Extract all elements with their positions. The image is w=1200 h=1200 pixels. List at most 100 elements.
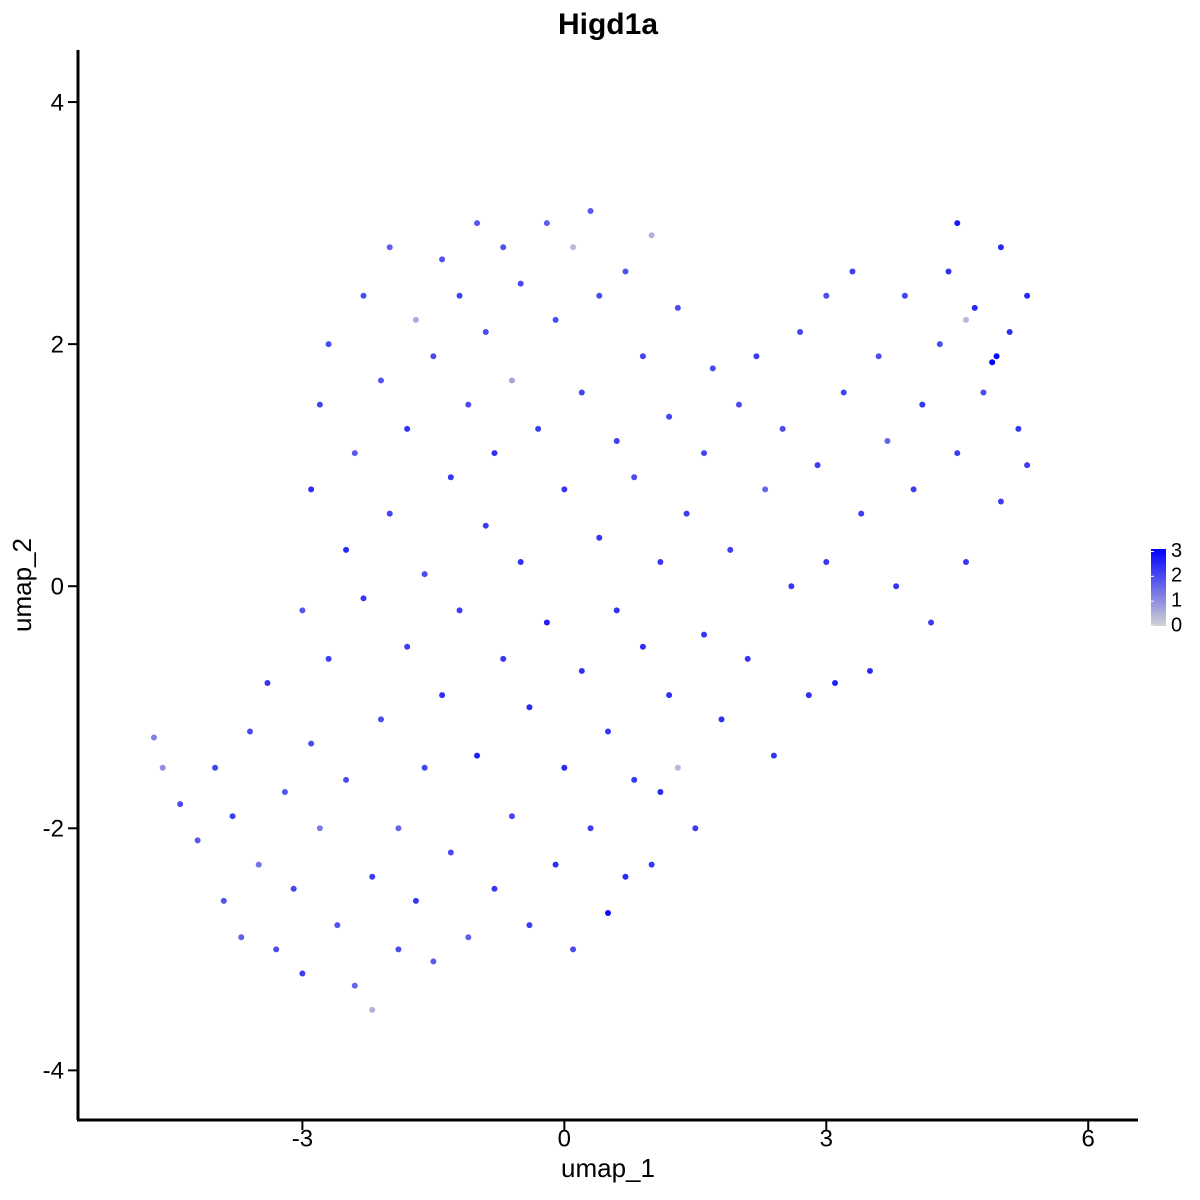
point [1015, 425, 1022, 432]
point [474, 220, 481, 227]
point [962, 559, 969, 566]
point [517, 559, 524, 566]
point [578, 667, 585, 674]
point [421, 764, 428, 771]
point [229, 813, 236, 820]
point [177, 801, 184, 808]
point [447, 474, 454, 481]
point [570, 946, 577, 953]
point [412, 897, 419, 904]
point [596, 292, 603, 299]
point [954, 450, 961, 457]
y-tick-label: 0 [51, 574, 64, 601]
point [360, 595, 367, 602]
point [570, 244, 577, 251]
point [316, 401, 323, 408]
point [928, 619, 935, 626]
point [325, 655, 332, 662]
point [866, 667, 873, 674]
point [701, 631, 708, 638]
point [561, 486, 568, 493]
x-tick-label: 6 [1082, 1125, 1095, 1152]
point [631, 474, 638, 481]
point [508, 813, 515, 820]
point [657, 788, 664, 795]
point [316, 825, 323, 832]
point [814, 462, 821, 469]
point [605, 910, 611, 917]
point [587, 207, 594, 214]
point [1006, 329, 1013, 336]
point [1024, 462, 1031, 469]
point [212, 764, 219, 771]
y-tick-label: -2 [43, 816, 64, 843]
point [386, 244, 393, 251]
point [788, 583, 795, 590]
point [709, 365, 716, 372]
point [762, 486, 769, 493]
point [823, 559, 830, 566]
point [692, 825, 699, 832]
point [500, 655, 507, 662]
point [1024, 292, 1031, 299]
point [805, 692, 812, 699]
point [552, 316, 559, 323]
y-tick-label: 2 [51, 331, 64, 358]
point [753, 353, 760, 360]
point [631, 776, 638, 783]
y-tick-label: -4 [43, 1058, 64, 1085]
point [735, 401, 742, 408]
point [613, 437, 620, 444]
point [578, 389, 585, 396]
legend-tick-label: 2 [1171, 565, 1182, 587]
point [596, 534, 603, 541]
point [369, 873, 376, 880]
point [159, 764, 166, 771]
point [281, 788, 288, 795]
point [430, 958, 437, 965]
point [439, 256, 446, 263]
point [901, 292, 908, 299]
point [369, 1006, 376, 1013]
point [290, 885, 297, 892]
point [552, 861, 559, 868]
point [770, 752, 777, 759]
point [971, 304, 978, 311]
point [395, 946, 402, 953]
point [543, 619, 550, 626]
point [543, 220, 550, 227]
point [238, 934, 245, 941]
point [421, 571, 428, 578]
point [823, 292, 830, 299]
legend-tick-label: 3 [1171, 540, 1182, 562]
point [526, 704, 533, 711]
point [404, 425, 411, 432]
point [936, 341, 943, 348]
point [220, 897, 227, 904]
point [657, 559, 664, 566]
point [797, 329, 804, 336]
point [264, 680, 271, 687]
point [412, 316, 419, 323]
point [893, 583, 900, 590]
point [622, 268, 629, 275]
point [447, 849, 454, 856]
y-tick-label: 4 [51, 89, 64, 116]
point [299, 607, 306, 614]
point [639, 353, 646, 360]
point [884, 437, 891, 444]
point [334, 922, 341, 929]
point [247, 728, 254, 735]
point [526, 922, 533, 929]
point [377, 377, 384, 384]
point [194, 837, 201, 844]
point [666, 692, 673, 699]
point [587, 825, 594, 832]
point [517, 280, 524, 287]
point [683, 510, 690, 517]
point [500, 244, 507, 251]
point [465, 934, 472, 941]
point [613, 607, 620, 614]
point [980, 389, 987, 396]
point [299, 970, 306, 977]
